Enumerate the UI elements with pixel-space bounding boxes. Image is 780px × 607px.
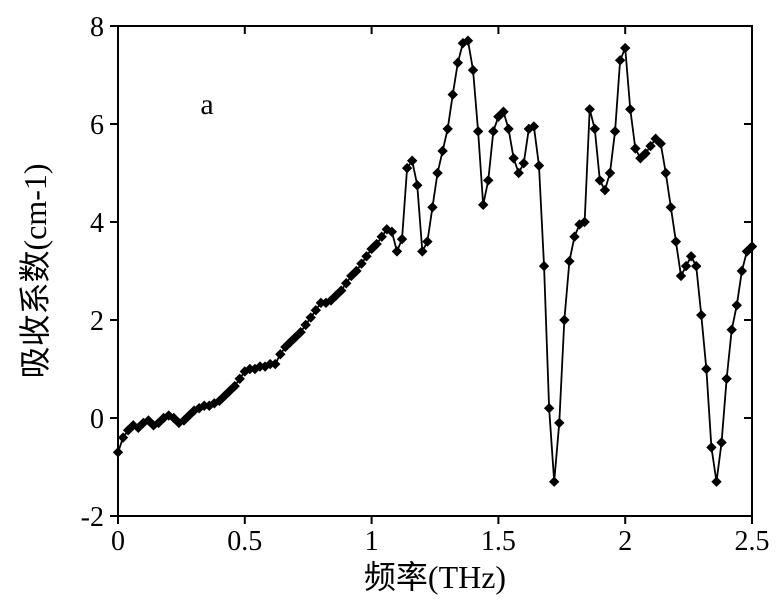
series-marker	[484, 176, 493, 185]
series-marker	[504, 124, 513, 133]
series-marker	[392, 247, 401, 256]
series-marker	[514, 169, 523, 178]
series-marker	[423, 237, 432, 246]
series-marker	[555, 418, 564, 427]
series-marker	[448, 90, 457, 99]
series-marker	[474, 127, 483, 136]
series-marker	[469, 66, 478, 75]
series-marker	[489, 127, 498, 136]
series-marker	[702, 365, 711, 374]
y-tick-label: 4	[90, 208, 104, 239]
y-tick-label: 6	[90, 110, 104, 141]
series-marker	[666, 203, 675, 212]
chart-container: 00.511.522.5-202468频率(THz)吸收系数(cm-1)a	[0, 0, 780, 607]
series-marker	[114, 448, 123, 457]
series-marker	[722, 374, 731, 383]
x-tick-label: 0.5	[227, 526, 262, 557]
series-marker	[570, 232, 579, 241]
series-marker	[433, 169, 442, 178]
series-marker	[428, 203, 437, 212]
series-marker	[413, 181, 422, 190]
series-marker	[595, 176, 604, 185]
series-marker	[611, 127, 620, 136]
series-marker	[697, 311, 706, 320]
series-marker	[732, 301, 741, 310]
series-marker	[565, 257, 574, 266]
series-marker	[671, 237, 680, 246]
x-axis-label: 频率(THz)	[364, 559, 506, 595]
series-marker	[453, 58, 462, 67]
x-tick-label: 1	[365, 526, 379, 557]
series-marker	[621, 44, 630, 53]
series-marker	[626, 105, 635, 114]
series-marker	[519, 159, 528, 168]
series-marker	[479, 200, 488, 209]
y-tick-label: 2	[90, 306, 104, 337]
series-marker	[438, 146, 447, 155]
series-marker	[605, 169, 614, 178]
series-marker	[398, 235, 407, 244]
series-marker	[661, 169, 670, 178]
x-tick-label: 2.5	[735, 526, 770, 557]
series-marker	[585, 105, 594, 114]
series-marker	[540, 262, 549, 271]
series-marker	[676, 271, 685, 280]
chart-svg: 00.511.522.5-202468频率(THz)吸收系数(cm-1)a	[0, 0, 780, 607]
y-axis-label: 吸收系数(cm-1)	[17, 163, 53, 378]
panel-label: a	[200, 88, 213, 121]
series-marker	[550, 477, 559, 486]
series-marker	[443, 124, 452, 133]
series-marker	[418, 247, 427, 256]
y-tick-label: -2	[81, 502, 104, 533]
x-tick-label: 1.5	[481, 526, 516, 557]
series-marker	[560, 316, 569, 325]
series-marker	[737, 267, 746, 276]
series-marker	[600, 186, 609, 195]
x-tick-label: 2	[618, 526, 632, 557]
series-marker	[712, 477, 721, 486]
series-marker	[616, 56, 625, 65]
x-tick-label: 0	[111, 526, 125, 557]
series-marker	[534, 161, 543, 170]
series-marker	[717, 438, 726, 447]
y-tick-label: 0	[90, 404, 104, 435]
series-marker	[590, 124, 599, 133]
series-marker	[692, 262, 701, 271]
series-marker	[631, 144, 640, 153]
y-tick-label: 8	[90, 12, 104, 43]
series-marker	[727, 325, 736, 334]
series-marker	[682, 262, 691, 271]
series-marker	[545, 404, 554, 413]
series-marker	[687, 252, 696, 261]
series-marker	[707, 443, 716, 452]
series-marker	[509, 154, 518, 163]
